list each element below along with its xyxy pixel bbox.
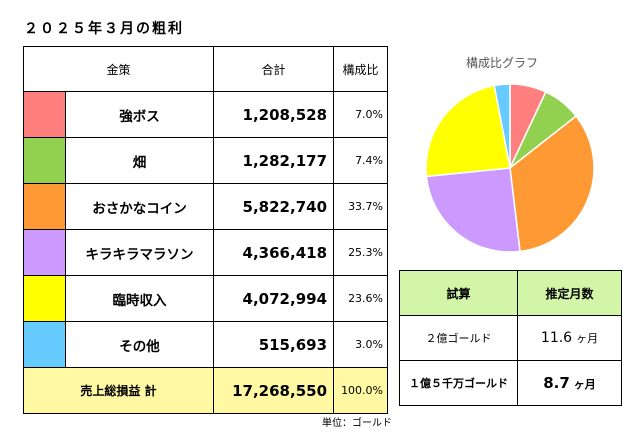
row-ratio: 3.0% xyxy=(333,321,389,368)
table-row: 臨時収入 4,072,994 23.6% xyxy=(23,275,389,322)
estimate-unit: ヶ月 xyxy=(573,378,596,391)
row-amount: 515,693 xyxy=(213,321,335,368)
header-ratio: 構成比 xyxy=(333,46,389,92)
header-total: 合計 xyxy=(213,46,335,92)
pie-slice-5 xyxy=(425,84,511,178)
row-ratio: 33.7% xyxy=(333,183,389,230)
total-ratio: 100.0% xyxy=(333,367,389,414)
row-amount: 1,208,528 xyxy=(213,91,335,138)
color-swatch xyxy=(23,183,66,230)
color-swatch xyxy=(23,321,66,368)
row-amount: 4,072,994 xyxy=(213,275,335,322)
table-row: 畑 1,282,177 7.4% xyxy=(23,137,389,184)
estimate-row: １億５千万ゴールド 8.7 ヶ月 xyxy=(399,360,622,406)
estimate-label: ２億ゴールド xyxy=(399,315,518,361)
estimate-value: 8.7 xyxy=(543,374,570,392)
row-name: 強ボス xyxy=(64,91,215,138)
estimate-label: １億５千万ゴールド xyxy=(399,360,518,406)
estimate-header-calc: 試算 xyxy=(399,270,518,316)
table-row: 強ボス 1,208,528 7.0% xyxy=(23,91,389,138)
page-title: ２０２５年３月の粗利 xyxy=(24,21,184,37)
estimate-header-row: 試算 推定月数 xyxy=(399,270,622,316)
table-header-row: 金策 合計 構成比 xyxy=(22,46,389,92)
pie-chart xyxy=(425,83,595,253)
profit-table: 金策 合計 構成比 強ボス 1,208,528 7.0% 畑 1,282,177… xyxy=(22,46,389,414)
table-row: その他 515,693 3.0% xyxy=(23,321,389,368)
color-swatch xyxy=(23,91,66,138)
row-ratio: 25.3% xyxy=(333,229,389,276)
row-name: 畑 xyxy=(64,137,215,184)
row-amount: 4,366,418 xyxy=(213,229,335,276)
pie-slice-6 xyxy=(493,83,511,169)
row-ratio: 23.6% xyxy=(333,275,389,322)
chart-title: 構成比グラフ xyxy=(466,56,539,70)
estimate-value-cell: 8.7 ヶ月 xyxy=(517,360,622,406)
row-name: おさかなコイン xyxy=(64,183,215,230)
estimate-value: 11.6 xyxy=(540,330,573,346)
color-swatch xyxy=(23,229,66,276)
estimate-value-cell: 11.6 ヶ月 xyxy=(517,315,622,361)
estimate-row: ２億ゴールド 11.6 ヶ月 xyxy=(399,315,622,361)
color-swatch xyxy=(23,137,66,184)
estimate-unit: ヶ月 xyxy=(576,332,599,345)
table-row: キラキラマラソン 4,366,418 25.3% xyxy=(23,229,389,276)
row-amount: 5,822,740 xyxy=(213,183,335,230)
header-method: 金策 xyxy=(22,46,215,92)
unit-note: 単位：ゴールド xyxy=(322,418,392,429)
table-row: おさかなコイン 5,822,740 33.7% xyxy=(23,183,389,230)
row-name: その他 xyxy=(64,321,215,368)
row-ratio: 7.4% xyxy=(333,137,389,184)
color-swatch xyxy=(23,275,66,322)
row-name: 臨時収入 xyxy=(64,275,215,322)
row-name: キラキラマラソン xyxy=(64,229,215,276)
pie-slice-3 xyxy=(509,115,595,253)
pie-slice-4 xyxy=(425,167,521,253)
total-row: 売上総損益 計 17,268,550 100.0% xyxy=(22,367,389,414)
row-amount: 1,282,177 xyxy=(213,137,335,184)
estimate-header-months: 推定月数 xyxy=(517,270,622,316)
estimate-table: 試算 推定月数 ２億ゴールド 11.6 ヶ月 １億５千万ゴールド 8.7 ヶ月 xyxy=(399,270,622,406)
row-ratio: 7.0% xyxy=(333,91,389,138)
total-label: 売上総損益 計 xyxy=(22,367,215,414)
total-amount: 17,268,550 xyxy=(213,367,335,414)
